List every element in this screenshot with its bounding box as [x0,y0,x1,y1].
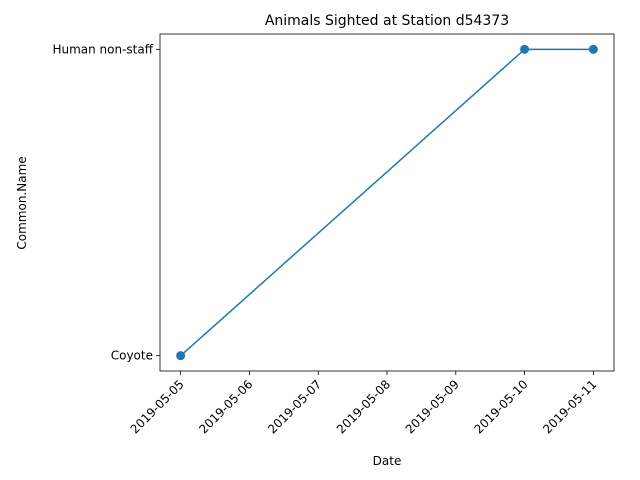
data-marks [176,44,598,361]
y-tick-label: Coyote [111,349,153,363]
chart-title: Animals Sighted at Station d54373 [265,13,509,29]
y-axis-label: Common.Name [15,156,29,249]
x-axis-label: Date [373,454,402,468]
y-tick-label: Human non-staff [52,42,153,56]
data-point [588,44,598,54]
plot-area-frame [159,33,615,372]
data-point [520,44,530,54]
data-point [176,351,186,361]
